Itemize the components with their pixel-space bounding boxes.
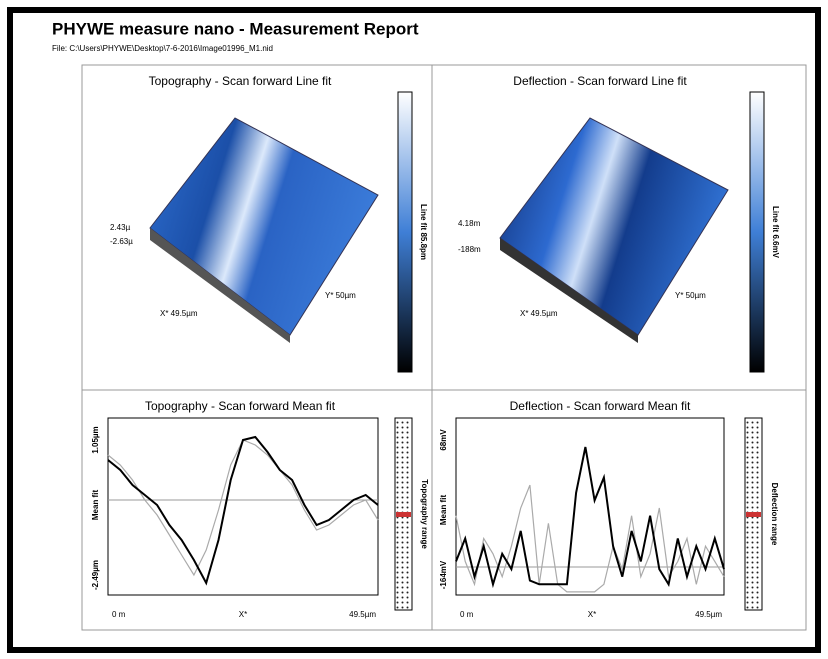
- y-mid: Mean fit: [439, 495, 448, 526]
- range-label: Topography range: [420, 479, 429, 549]
- panel: [431, 389, 807, 631]
- colorbar: [397, 91, 413, 373]
- panel-title: Topography - Scan forward Line fit: [149, 74, 332, 88]
- y-mid: Mean fit: [91, 490, 100, 521]
- range-marker: [746, 512, 761, 517]
- surface-3d: [499, 117, 729, 336]
- title: PHYWE measure nano - Measurement Report: [52, 19, 419, 38]
- x-mid: X*: [239, 610, 247, 619]
- x-left: 0 m: [460, 610, 474, 619]
- surface-side: [500, 238, 638, 343]
- range-marker: [396, 512, 411, 517]
- profile-forward: [455, 446, 725, 589]
- x-right: 49.5µm: [349, 610, 376, 619]
- colorbar: [749, 91, 765, 373]
- y-top: 68mV: [439, 429, 448, 451]
- z-top: 4.18m: [458, 219, 481, 228]
- plot-frame: [455, 417, 725, 596]
- x-right: 49.5µm: [695, 610, 722, 619]
- colorbar-label: Line fit 6.6mV: [771, 206, 780, 259]
- x-left: 0 m: [112, 610, 126, 619]
- frame: [7, 7, 821, 653]
- panel-title: Topography - Scan forward Mean fit: [145, 399, 336, 413]
- z-top: 2.43µ: [110, 223, 131, 232]
- x-mid: X*: [588, 610, 596, 619]
- y-bottom: -2.49µm: [91, 560, 100, 590]
- z-bottom: -2.63µ: [110, 237, 133, 246]
- y-label: Y* 50µm: [325, 291, 356, 300]
- z-bottom: -188m: [458, 245, 481, 254]
- y-label: Y* 50µm: [675, 291, 706, 300]
- surface-side: [150, 228, 290, 343]
- profile-forward: [107, 435, 379, 586]
- y-bottom: -164mV: [439, 560, 448, 589]
- x-label: X* 49.5µm: [160, 309, 198, 318]
- y-top: 1.05µm: [91, 426, 100, 453]
- panel-title: Deflection - Scan forward Mean fit: [510, 399, 691, 413]
- file-path: File: C:\Users\PHYWE\Desktop\7-6-2016\Im…: [52, 44, 273, 53]
- profile-backward: [455, 484, 725, 593]
- colorbar-label: Line fit 85.8pm: [419, 204, 428, 260]
- panel-title: Deflection - Scan forward Line fit: [513, 74, 687, 88]
- range-label: Deflection range: [770, 483, 779, 546]
- x-label: X* 49.5µm: [520, 309, 558, 318]
- plot-frame: [107, 417, 379, 596]
